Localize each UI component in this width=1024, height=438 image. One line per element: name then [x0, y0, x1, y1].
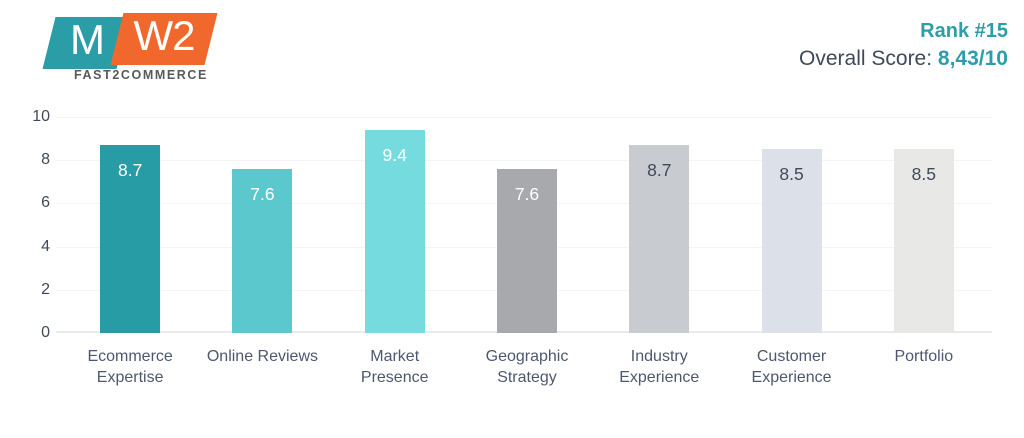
bar-slot: 9.4	[329, 117, 461, 333]
bar-industry-experience: 8.7	[629, 145, 690, 333]
bar-slot: 8.5	[858, 117, 990, 333]
bar-value-label: 9.4	[382, 144, 407, 165]
bar-value-label: 7.6	[514, 183, 540, 204]
logo-letters-w2: W2	[133, 12, 196, 59]
category-label-ecommerce-expertise: Ecommerce Expertise	[87, 348, 173, 386]
category-label-portfolio: Portfolio	[894, 348, 954, 365]
category-label-online-reviews: Online Reviews	[206, 348, 318, 365]
logo-letter-m: M	[70, 16, 105, 63]
mw2-fast2commerce-logo: M W2 FAST2COMMERCE	[35, 10, 218, 82]
y-tick-label-6: 6	[41, 194, 50, 212]
bar-customer-experience: 8.5	[761, 149, 822, 333]
gridline-10	[56, 117, 992, 118]
bar-online-reviews: 7.6	[232, 168, 293, 333]
overall-score-value: 8,43/10	[937, 47, 1008, 70]
category-label-geographic-strategy: Geographic Strategy	[485, 348, 569, 386]
y-tick-label-10: 10	[32, 108, 50, 125]
bar-portfolio: 8.5	[893, 149, 954, 333]
gridline-8	[56, 160, 992, 162]
category-label-customer-experience: Customer Experience	[751, 348, 832, 386]
bar-ecommerce-expertise: 8.7	[100, 145, 161, 333]
bar-slot: 8.7	[64, 117, 196, 333]
bar-value-label: 8.7	[117, 160, 143, 181]
bar-slot: 7.6	[196, 117, 328, 333]
bar-slot: 8.7	[593, 117, 725, 333]
rank-score-block: Rank #15 Overall Score: 8,43/10	[799, 18, 1008, 73]
bar-slot: 8.5	[725, 117, 857, 333]
bar-value-label: 8.5	[779, 164, 804, 185]
bar-slot: 7.6	[461, 117, 593, 333]
y-tick-label-2: 2	[41, 280, 50, 298]
bar-market-presence: 9.4	[364, 129, 425, 333]
bar-geographic-strategy: 7.6	[496, 168, 557, 333]
bar-value-label: 8.5	[911, 164, 936, 185]
rank-label: Rank #15	[920, 20, 1008, 42]
bar-value-label: 7.6	[250, 183, 275, 204]
x-axis-category-labels: Ecommerce Expertise Online Reviews Market …	[64, 346, 990, 388]
category-label-industry-experience: Industry Experience	[619, 348, 700, 386]
overall-score-line: Overall Score: 8,43/10	[799, 44, 1008, 73]
bar-value-label: 8.7	[647, 160, 672, 181]
y-tick-label-0: 0	[41, 324, 50, 341]
logo-subtitle: FAST2COMMERCE	[73, 68, 208, 82]
y-tick-label-4: 4	[41, 237, 50, 255]
category-label-market-presence: Market Presence	[360, 348, 429, 386]
y-tick-label-8: 8	[41, 151, 50, 169]
bar-series: 8.7 7.6 9.4 7.6 8.7 8.5 8.5	[64, 117, 990, 333]
overall-score-label: Overall Score:	[799, 47, 938, 70]
